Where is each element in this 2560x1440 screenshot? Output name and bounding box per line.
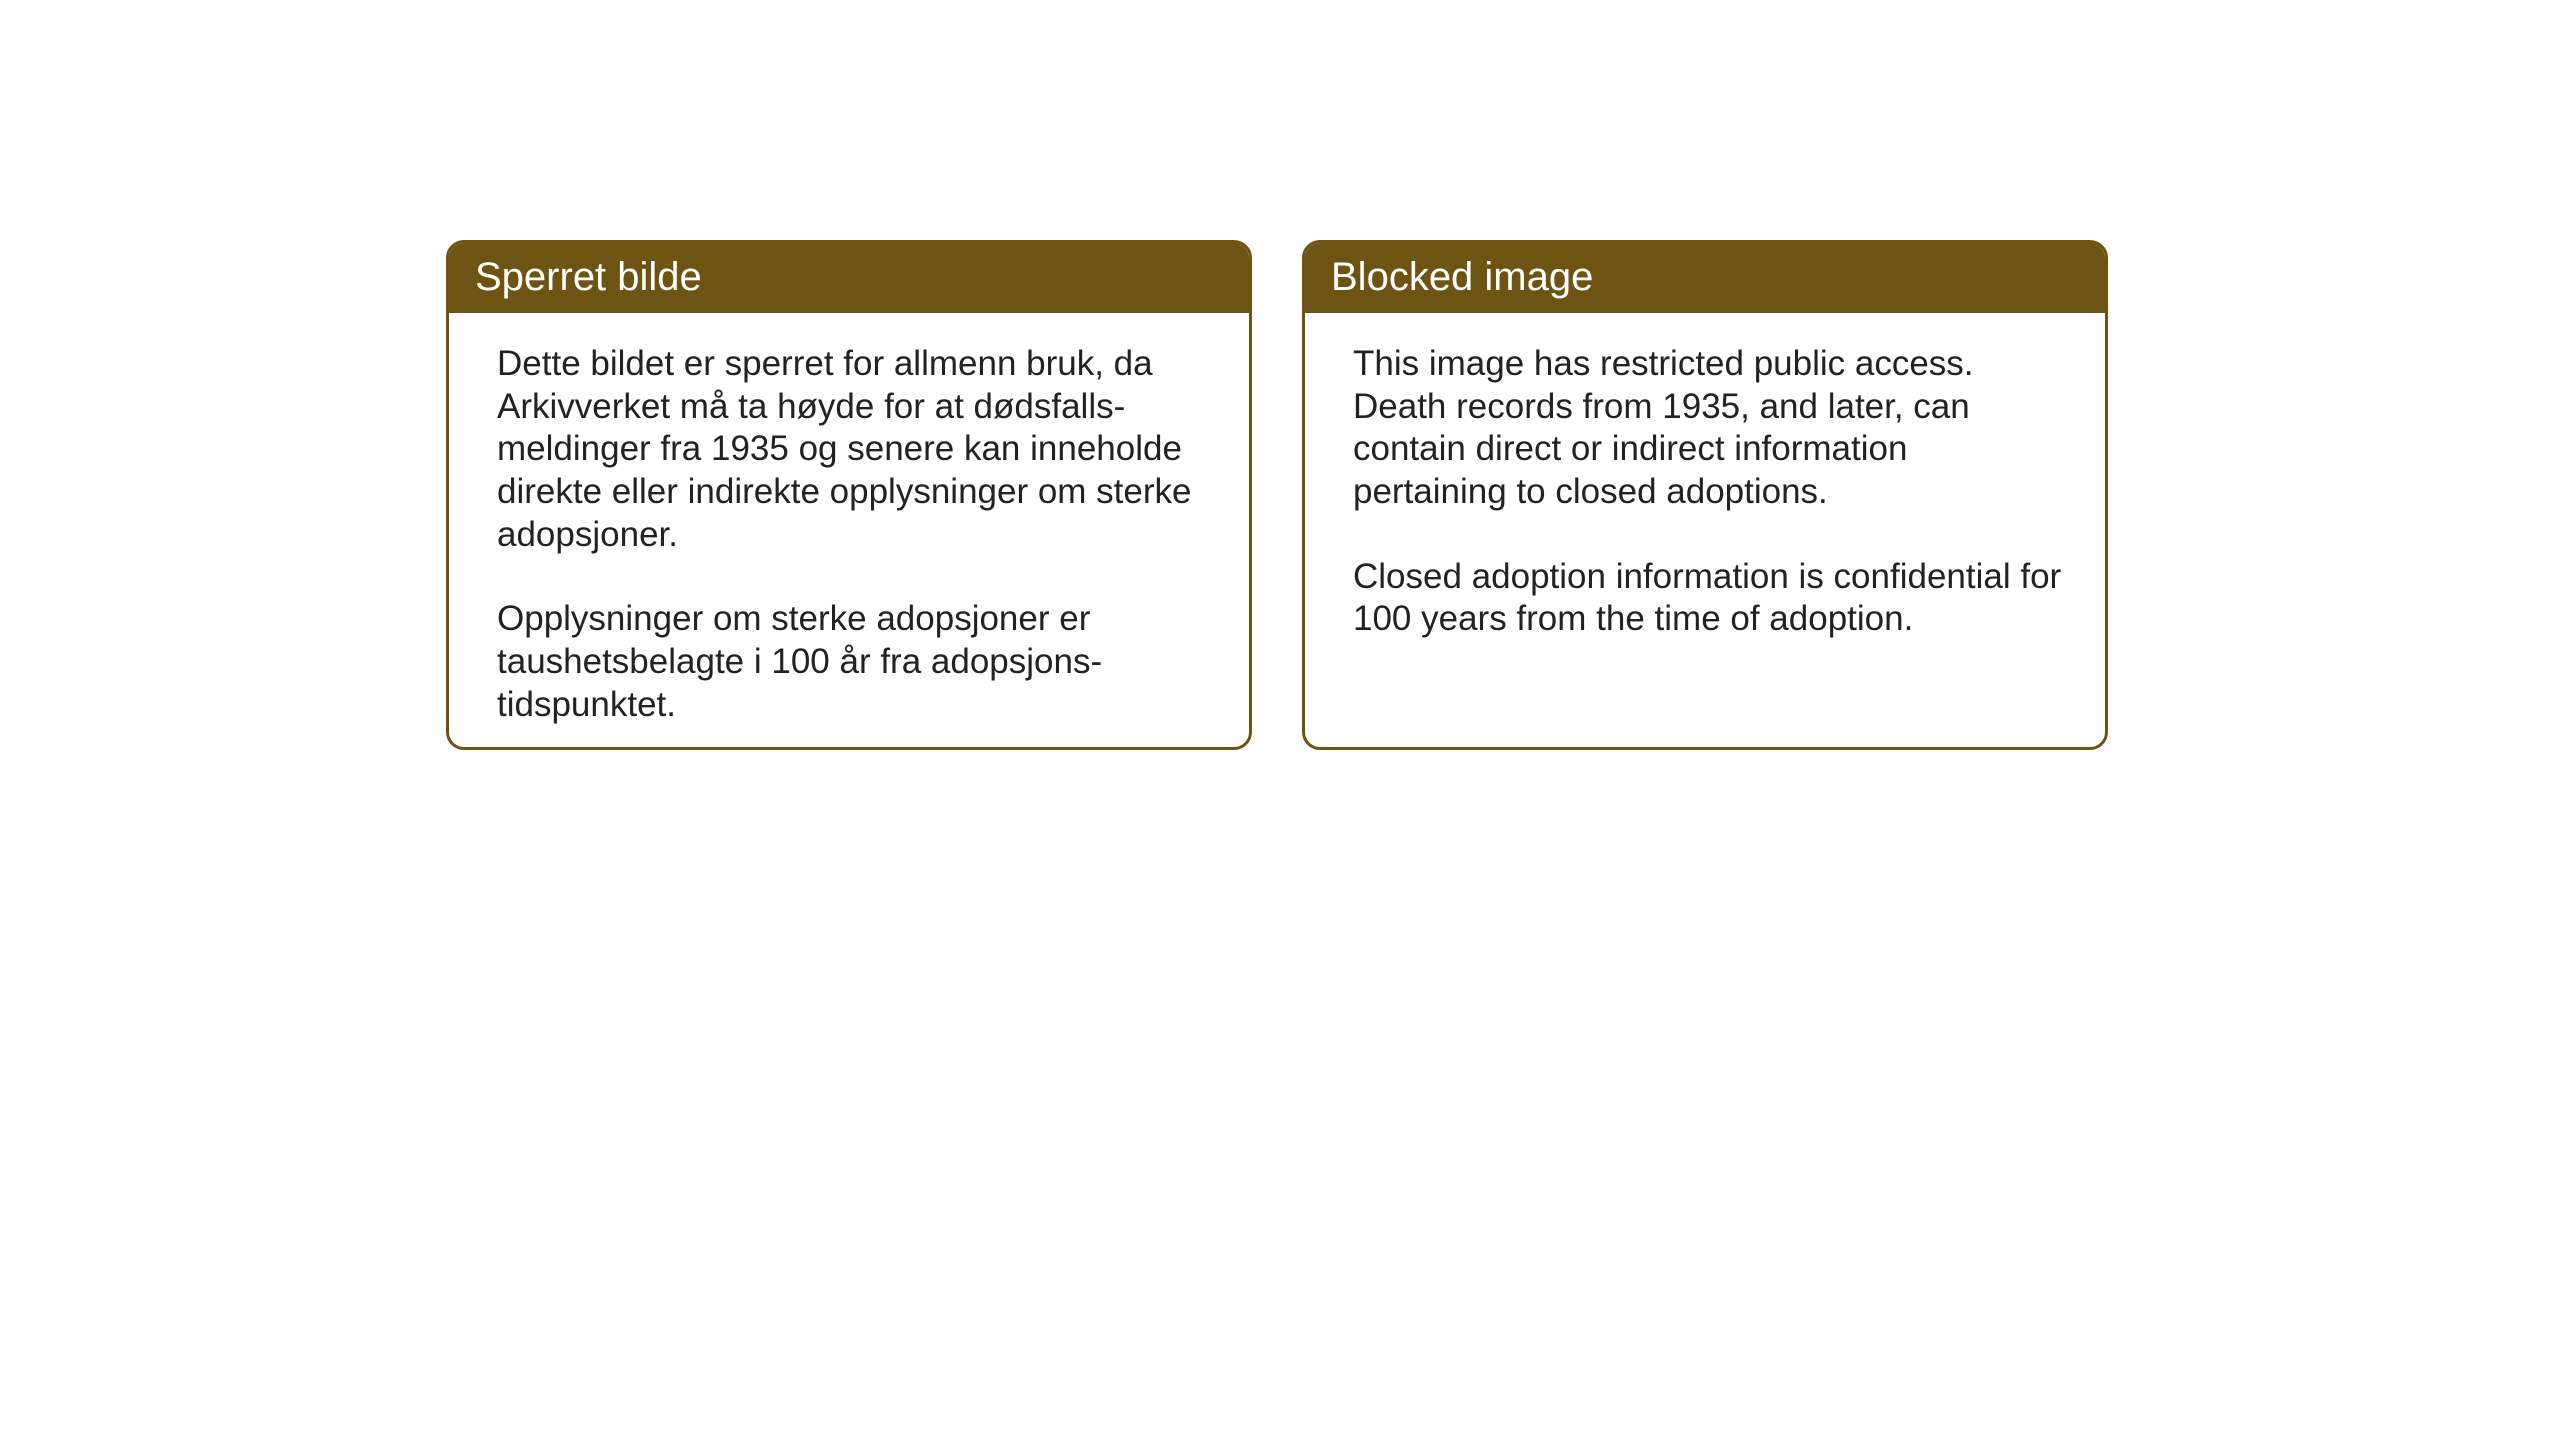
blocked-card-norwegian: Sperret bilde Dette bildet er sperret fo… <box>446 240 1252 750</box>
blocked-card-english: Blocked image This image has restricted … <box>1302 240 2108 750</box>
card-paragraph-norwegian-1: Dette bildet er sperret for allmenn bruk… <box>497 343 1211 556</box>
card-body-english: This image has restricted public access.… <box>1305 313 2105 671</box>
card-body-norwegian: Dette bildet er sperret for allmenn bruk… <box>449 313 1249 750</box>
card-paragraph-norwegian-2: Opplysninger om sterke adopsjoner er tau… <box>497 598 1211 726</box>
card-container: Sperret bilde Dette bildet er sperret fo… <box>0 0 2560 750</box>
card-header-english: Blocked image <box>1305 243 2105 313</box>
card-header-norwegian: Sperret bilde <box>449 243 1249 313</box>
card-paragraph-english-2: Closed adoption information is confident… <box>1353 556 2067 641</box>
card-paragraph-english-1: This image has restricted public access.… <box>1353 343 2067 514</box>
